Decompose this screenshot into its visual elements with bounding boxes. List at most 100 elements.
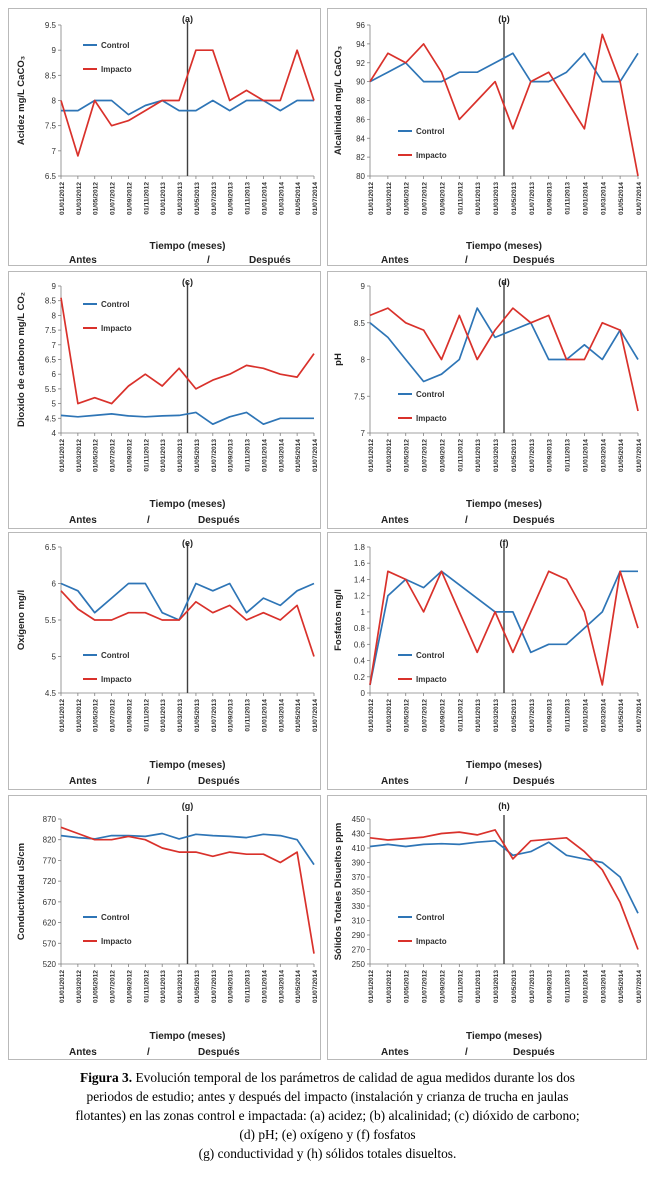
- x-tick-label: 01/07/2014: [312, 699, 319, 732]
- x-tick-label: 01/07/2012: [110, 699, 117, 732]
- y-tick-label: 7: [52, 341, 57, 350]
- period-label-antes: Antes: [381, 515, 409, 526]
- y-tick-label: 7.5: [354, 392, 366, 401]
- x-tick-label: 01/03/2012: [76, 970, 83, 1003]
- x-tick-label: 01/09/2012: [126, 970, 133, 1003]
- x-tick-label: 01/09/2013: [547, 439, 554, 472]
- figure-caption: Figura 3. Evolución temporal de los pará…: [8, 1068, 647, 1163]
- chart-panel-e: 4.5 5 5.5 6 6.5 01/01/2012 01/03/2012 01/05/201…: [8, 532, 321, 790]
- legend-label-control: Control: [416, 913, 444, 922]
- x-tick-label: 01/07/2013: [529, 970, 536, 1003]
- x-tick-label: 01/05/2013: [194, 699, 201, 732]
- y-tick-label: 82: [356, 153, 365, 162]
- legend-label-control: Control: [101, 651, 129, 660]
- y-axis-label: Fosfatos mg/l: [333, 589, 344, 651]
- y-tick-label: 820: [43, 836, 57, 845]
- period-label-antes: Antes: [69, 1047, 97, 1058]
- period-label-antes: Antes: [381, 1047, 409, 1058]
- legend-label-impacto: Impacto: [101, 65, 132, 74]
- y-tick-label: 430: [352, 830, 366, 839]
- y-tick-label: 620: [43, 919, 57, 928]
- x-tick-label: 01/01/2014: [261, 182, 268, 215]
- x-tick-label: 01/01/2012: [368, 439, 375, 472]
- chart-panel-h: 250 270 290 310 330 350 370 390 410 430 450 01/01/2…: [327, 795, 647, 1060]
- x-tick-label: 01/09/2012: [439, 699, 446, 732]
- x-tick-label: 01/01/2014: [261, 699, 268, 732]
- x-tick-label: 01/03/2012: [386, 699, 393, 732]
- chart-f-svg: 0 0.2 0.4 0.6 0.8 1 1.2 1.4 1.6 1.8 01/01/2012 01/0…: [333, 538, 643, 787]
- x-tick-label: 01/09/2012: [439, 970, 446, 1003]
- x-tick-label: 01/05/2014: [295, 970, 302, 1003]
- x-tick-label: 01/07/2012: [110, 182, 117, 215]
- y-tick-label: 290: [352, 931, 366, 940]
- x-tick-label: 01/01/2014: [582, 182, 589, 215]
- chart-c-svg: 4 4.5 5 5.5 6 6.5 7 7.5 8 8.5 9 01/01/2012 01/03/201…: [16, 277, 319, 526]
- series-line-impacto: [60, 297, 315, 405]
- x-tick-label: 01/01/2014: [582, 439, 589, 472]
- x-tick-label: 01/11/2012: [143, 439, 150, 472]
- x-tick-label: 01/01/2013: [475, 970, 482, 1003]
- x-tick-label: 01/09/2012: [126, 439, 133, 472]
- chart-h-svg: 250 270 290 310 330 350 370 390 410 430 450 01/01/2…: [333, 801, 643, 1058]
- chart-e-svg: 4.5 5 5.5 6 6.5 01/01/2012 01/03/2012 01/05/201…: [16, 538, 319, 787]
- y-tick-label: 0.8: [354, 624, 366, 633]
- series-line-control: [60, 411, 314, 426]
- x-tick-label: 01/03/2014: [278, 182, 285, 215]
- x-tick-label: 01/01/2012: [368, 182, 375, 215]
- legend-label-impacto: Impacto: [101, 937, 132, 946]
- x-tick-label: 01/03/2012: [76, 182, 83, 215]
- chart-panel-f: 0 0.2 0.4 0.6 0.8 1 1.2 1.4 1.6 1.8 01/01/2012 01/0…: [327, 532, 647, 790]
- x-tick-label: 01/11/2013: [565, 439, 572, 472]
- series-line-control: [369, 307, 639, 383]
- y-tick-label: 9: [52, 46, 57, 55]
- x-tick-label: 01/11/2012: [457, 699, 464, 732]
- y-tick-label: 9: [361, 282, 366, 291]
- x-tick-label: 01/09/2012: [126, 699, 133, 732]
- y-tick-label: 90: [356, 78, 365, 87]
- period-label-despues: Después: [513, 1047, 555, 1058]
- chart-panel-c: 4 4.5 5 5.5 6 6.5 7 7.5 8 8.5 9 01/01/2012 01/03/201…: [8, 271, 321, 529]
- x-tick-label: 01/05/2012: [93, 699, 100, 732]
- y-tick-label: 7: [361, 429, 366, 438]
- x-tick-label: 01/09/2013: [228, 182, 235, 215]
- x-tick-label: 01/05/2012: [404, 182, 411, 215]
- y-tick-label: 770: [43, 856, 57, 865]
- x-tick-label: 01/01/2013: [475, 699, 482, 732]
- chart-panel-d: 7 7.5 8 8.5 9 01/01/2012 01/03/2012 01/05/2012 0…: [327, 271, 647, 529]
- chart-panel-g: 520 570 620 670 720 770 820 870 01/01/2012 01/03/…: [8, 795, 321, 1060]
- y-tick-label: 1.6: [354, 559, 366, 568]
- x-tick-label: 01/03/2013: [177, 699, 184, 732]
- x-tick-label: 01/05/2013: [194, 439, 201, 472]
- x-tick-label: 01/07/2014: [636, 970, 643, 1003]
- y-axis-label: Acidez mg/L CaCO₃: [16, 56, 27, 145]
- y-tick-label: 330: [352, 902, 366, 911]
- y-tick-label: 1.4: [354, 575, 366, 584]
- x-tick-label: 01/05/2013: [511, 439, 518, 472]
- x-tick-label: 01/07/2012: [422, 439, 429, 472]
- x-tick-label: 01/03/2014: [600, 699, 607, 732]
- legend-label-impacto: Impacto: [101, 324, 132, 333]
- chart-panel-b: 80 82 84 86 88 90 92 94 96 01/01/2012 01/03/2012 01…: [327, 8, 647, 266]
- legend-label-control: Control: [101, 913, 129, 922]
- y-axis-label: Oxígeno mg/l: [16, 590, 27, 650]
- y-tick-label: 1.8: [354, 543, 366, 552]
- x-tick-label: 01/05/2012: [93, 439, 100, 472]
- period-label-despues: Después: [198, 515, 240, 526]
- x-tick-label: 01/05/2014: [618, 970, 625, 1003]
- x-tick-label: 01/03/2012: [386, 182, 393, 215]
- y-tick-label: 9: [52, 282, 57, 291]
- x-tick-label: 01/11/2013: [565, 699, 572, 732]
- y-tick-label: 310: [352, 917, 366, 926]
- x-tick-label: 01/01/2012: [368, 699, 375, 732]
- series-line-impacto: [60, 826, 315, 954]
- y-tick-label: 8.5: [45, 297, 57, 306]
- x-tick-label: 01/03/2013: [177, 182, 184, 215]
- x-tick-label: 01/11/2013: [245, 182, 252, 215]
- x-tick-label: 01/11/2013: [245, 970, 252, 1003]
- x-tick-label: 01/07/2014: [312, 182, 319, 215]
- y-tick-label: 5: [52, 400, 57, 409]
- x-tick-label: 01/11/2013: [565, 970, 572, 1003]
- panel-letter: (d): [498, 277, 510, 287]
- x-tick-label: 01/07/2014: [636, 699, 643, 732]
- y-tick-label: 350: [352, 888, 366, 897]
